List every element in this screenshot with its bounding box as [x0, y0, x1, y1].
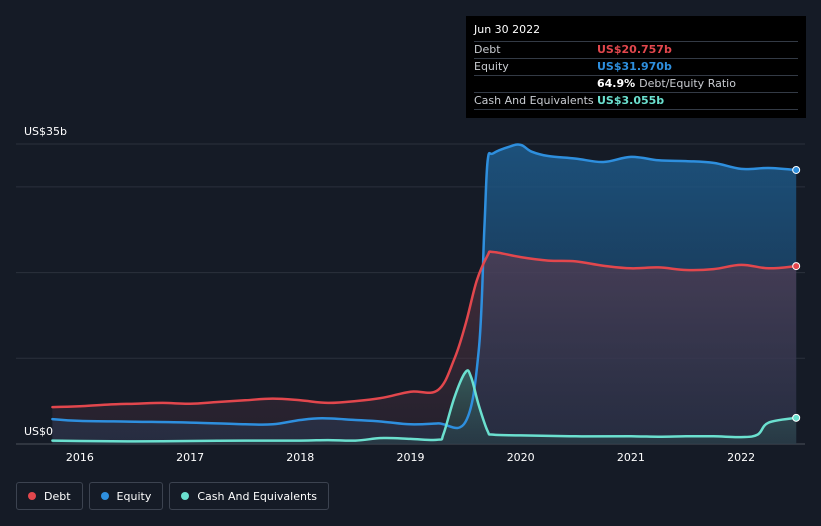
x-tick-label: 2018 — [286, 451, 314, 464]
area-debt — [52, 251, 797, 444]
legend-label: Equity — [116, 489, 152, 503]
legend-label: Cash And Equivalents — [197, 489, 317, 503]
y-axis-top-label: US$35b — [24, 125, 67, 138]
tooltip-row-ratio: 64.9% Debt/Equity Ratio — [474, 75, 798, 92]
legend-item-cash[interactable]: Cash And Equivalents — [169, 482, 329, 510]
x-tick-label: 2022 — [727, 451, 755, 464]
tooltip-ratio-text: Debt/Equity Ratio — [639, 77, 736, 90]
x-tick-label: 2019 — [397, 451, 425, 464]
x-tick-label: 2021 — [617, 451, 645, 464]
tooltip-row-cash: Cash And Equivalents US$3.055b — [474, 92, 798, 110]
endpoint-cash-and-equivalents[interactable] — [792, 413, 801, 422]
tooltip-value: US$3.055b — [597, 94, 665, 107]
tooltip-date: Jun 30 2022 — [474, 23, 541, 36]
endpoint-debt[interactable] — [792, 262, 801, 271]
series-lines — [51, 143, 798, 443]
tooltip-value: US$31.970b — [597, 60, 672, 73]
y-axis-bottom-label: US$0 — [24, 425, 53, 438]
legend-item-debt[interactable]: Debt — [16, 482, 83, 510]
tooltip-label: Cash And Equivalents — [474, 94, 594, 107]
line-debt — [51, 250, 798, 409]
tooltip-value: US$20.757b — [597, 43, 672, 56]
tooltip-row-debt: Debt US$20.757b — [474, 41, 798, 58]
tooltip-label: Equity — [474, 60, 509, 73]
legend-dot-icon — [100, 492, 109, 500]
legend-dot-icon — [181, 492, 190, 500]
line-equity — [51, 143, 798, 430]
tooltip-label — [474, 76, 597, 92]
series-areas — [52, 144, 797, 444]
tooltip-label: Debt — [474, 43, 501, 56]
x-tick-label: 2016 — [66, 451, 94, 464]
x-tick-label: 2020 — [507, 451, 535, 464]
data-tooltip: Jun 30 2022 Debt US$20.757b Equity US$31… — [466, 16, 806, 118]
legend-label: Debt — [44, 489, 71, 503]
legend-item-equity[interactable]: Equity — [88, 482, 164, 510]
series-endpoints — [792, 165, 801, 422]
legend-dot-icon — [28, 492, 36, 500]
line-cash-and-equivalents — [51, 369, 798, 443]
endpoint-equity[interactable] — [792, 165, 801, 174]
x-tick-label: 2017 — [176, 451, 204, 464]
tooltip-row-equity: Equity US$31.970b — [474, 58, 798, 75]
tooltip-value: 64.9% — [597, 77, 636, 90]
chart-legend: Debt Equity Cash And Equivalents — [16, 482, 329, 510]
x-axis-ticks: 2016 2017 2018 2019 2020 2021 2022 — [66, 451, 755, 464]
